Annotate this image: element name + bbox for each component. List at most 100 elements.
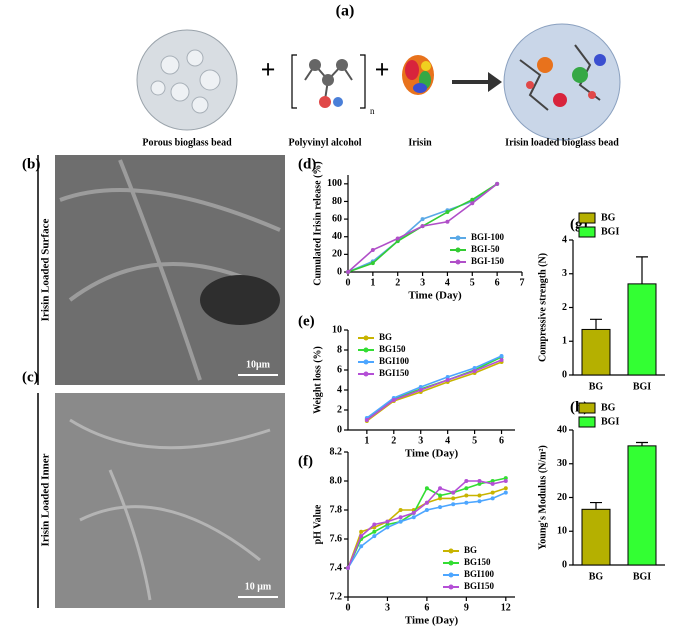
data-point <box>490 490 495 495</box>
x-tick-label: 0 <box>346 602 351 613</box>
data-point <box>490 481 495 486</box>
x-tick-label: 3 <box>418 435 423 446</box>
scale-bar-label: 10μm <box>246 359 271 370</box>
legend-label: BGI100 <box>464 569 495 579</box>
data-point <box>499 358 504 362</box>
data-point <box>451 502 456 507</box>
error-bar <box>590 318 602 330</box>
data-point <box>472 369 477 373</box>
data-point <box>391 398 396 402</box>
data-point <box>499 354 504 358</box>
data-point <box>464 479 469 483</box>
bar <box>627 283 657 376</box>
panel-label: (a) <box>336 3 355 20</box>
series-line <box>347 480 506 569</box>
x-tick-label: 3 <box>420 277 425 288</box>
x-tick-label: 6 <box>424 602 429 613</box>
y-tick-label: 2 <box>562 302 567 313</box>
x-tick-label: BG <box>589 381 604 392</box>
legend-swatch <box>578 226 596 238</box>
legend-label: BG <box>379 332 392 342</box>
y-tick-label: 0 <box>562 369 567 380</box>
sem-texture <box>200 275 280 325</box>
series-line <box>366 359 502 421</box>
x-tick-label: 1 <box>370 277 375 288</box>
y-tick-label: 40 <box>332 231 342 242</box>
error-bar <box>636 256 648 284</box>
x-tick-label: 2 <box>395 277 400 288</box>
data-point <box>398 519 403 524</box>
series-line <box>366 355 502 419</box>
panel-label: (b) <box>22 156 40 172</box>
data-point <box>470 201 475 206</box>
data-point <box>477 479 482 483</box>
legend-swatch <box>448 560 454 566</box>
image-side-label: Irisin Loaded Inner <box>40 453 52 546</box>
data-point <box>438 505 443 510</box>
y-tick-label: 10 <box>332 324 342 335</box>
data-point <box>359 544 364 549</box>
legend-swatch <box>363 347 369 353</box>
series-line <box>366 361 502 422</box>
data-point <box>385 525 390 530</box>
legend-label: BG150 <box>379 344 406 354</box>
legend-swatch <box>448 572 454 578</box>
data-point <box>420 224 425 229</box>
y-tick-label: 30 <box>557 458 567 469</box>
bar <box>581 328 611 376</box>
y-axis-label: Compressive strength (N) <box>537 253 548 362</box>
series-line <box>347 477 506 569</box>
panel-label: (f) <box>298 453 313 469</box>
pva-structure <box>291 54 366 109</box>
y-tick-label: 4 <box>562 234 567 245</box>
plus: + <box>261 55 276 84</box>
y-tick-label: 0 <box>337 266 342 277</box>
x-tick-label: 2 <box>391 435 396 446</box>
x-tick-label: 3 <box>385 602 390 613</box>
data-point <box>346 270 350 274</box>
legend-label: BG <box>601 212 616 223</box>
data-point <box>445 219 450 224</box>
y-tick-label: 7.6 <box>330 533 343 544</box>
legend-label: BG <box>601 402 616 413</box>
sem-texture <box>69 418 271 601</box>
data-point <box>395 236 400 241</box>
legend-label: BGI150 <box>464 581 495 591</box>
data-point <box>477 499 482 504</box>
y-tick-label: 60 <box>332 213 342 224</box>
data-point <box>370 247 375 252</box>
y-tick-label: 4 <box>337 384 342 395</box>
data-point <box>398 508 403 512</box>
x-tick-label: BGI <box>633 381 651 392</box>
legend-swatch <box>448 548 454 554</box>
y-tick-label: 10 <box>557 526 567 537</box>
legend-label: BGI-100 <box>471 232 505 242</box>
data-point <box>420 217 425 222</box>
porous-bead <box>136 29 238 131</box>
data-point <box>451 496 456 501</box>
x-tick-label: 6 <box>499 435 504 446</box>
data-point <box>372 534 377 539</box>
legend-swatch <box>363 335 369 341</box>
data-point <box>418 388 423 392</box>
y-tick-label: 3 <box>562 268 567 279</box>
data-point <box>359 529 364 534</box>
legend-label: BG <box>464 545 477 555</box>
legend-swatch <box>455 247 461 253</box>
data-point <box>451 490 456 495</box>
bar <box>627 445 657 566</box>
data-point <box>438 493 443 498</box>
data-point <box>370 261 375 266</box>
series-line <box>366 356 502 420</box>
x-axis-label: Time (Day) <box>405 448 459 460</box>
y-tick-label: 6 <box>337 364 342 375</box>
x-axis-label: Time (Day) <box>408 290 462 302</box>
data-point <box>411 510 416 515</box>
x-tick-label: 5 <box>472 435 477 446</box>
y-tick-label: 20 <box>332 249 342 260</box>
data-point <box>411 515 416 520</box>
data-point <box>495 181 500 186</box>
data-point <box>477 493 482 498</box>
data-point <box>438 496 443 501</box>
